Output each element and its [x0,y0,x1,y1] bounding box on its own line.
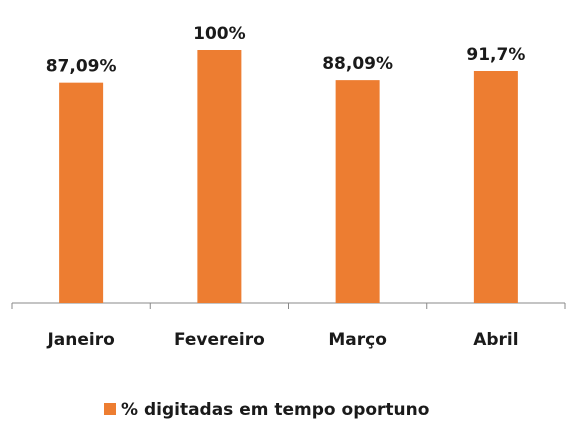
data-label: 91,7% [466,45,525,65]
x-tick-label: Março [328,330,387,350]
legend-swatch [104,403,116,415]
legend-label: % digitadas em tempo oportuno [121,400,429,420]
x-tick-label: Fevereiro [174,330,265,350]
bar [197,50,242,303]
data-label: 87,09% [46,57,117,77]
bar [59,82,104,304]
data-label: 100% [193,24,246,44]
bar [335,80,380,304]
x-tick-label: Abril [473,330,518,350]
x-tick-label: Janeiro [46,330,114,350]
data-label: 88,09% [322,54,393,74]
bar [473,70,518,304]
